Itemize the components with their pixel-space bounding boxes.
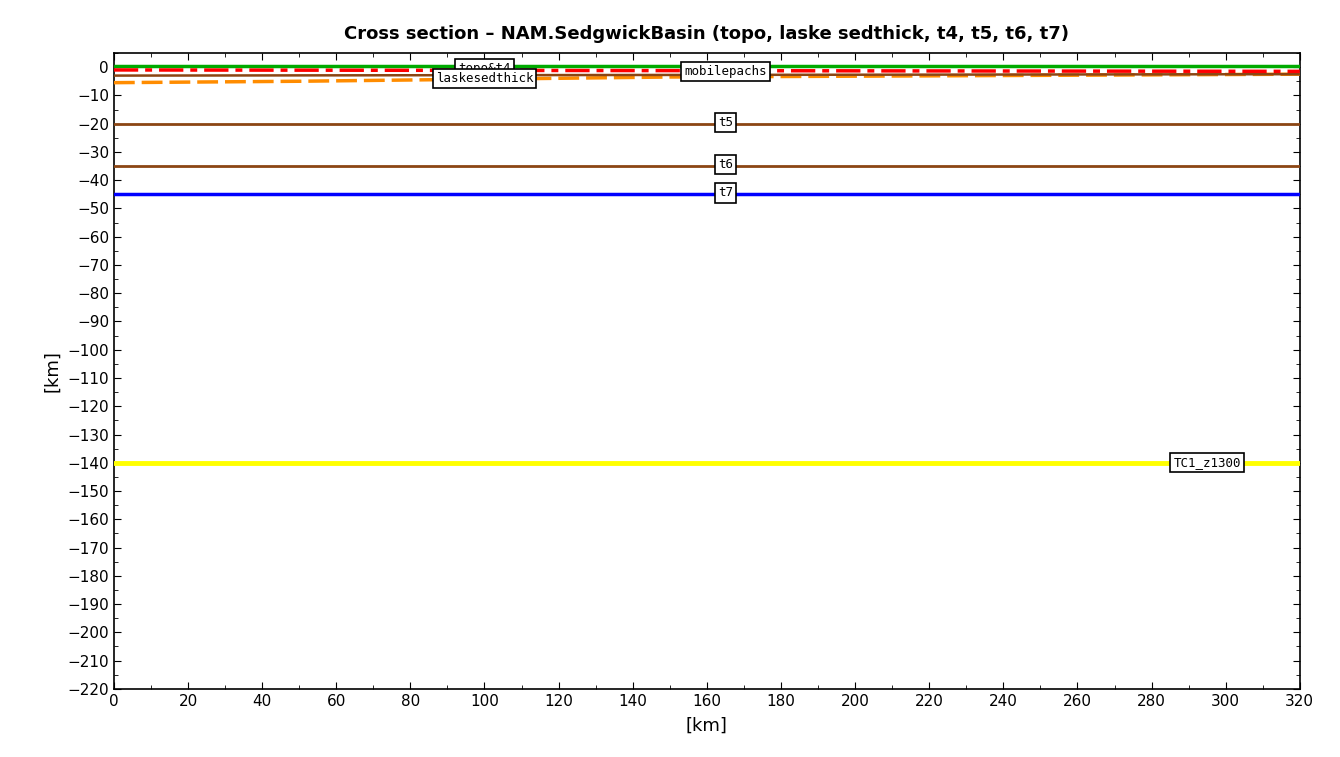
Text: TC1_z1300: TC1_z1300: [1174, 456, 1241, 469]
Text: t6: t6: [718, 158, 733, 171]
X-axis label: [km]: [km]: [686, 717, 728, 735]
Y-axis label: [km]: [km]: [44, 350, 62, 392]
Title: Cross section – NAM.SedgwickBasin (topo, laske sedthick, t4, t5, t6, t7): Cross section – NAM.SedgwickBasin (topo,…: [344, 25, 1069, 43]
Text: topo&t4: topo&t4: [458, 62, 511, 75]
Text: laskesedthick: laskesedthick: [436, 72, 533, 85]
Text: t5: t5: [718, 116, 733, 129]
Text: mobilepachs: mobilepachs: [685, 65, 766, 78]
Text: t7: t7: [718, 186, 733, 199]
